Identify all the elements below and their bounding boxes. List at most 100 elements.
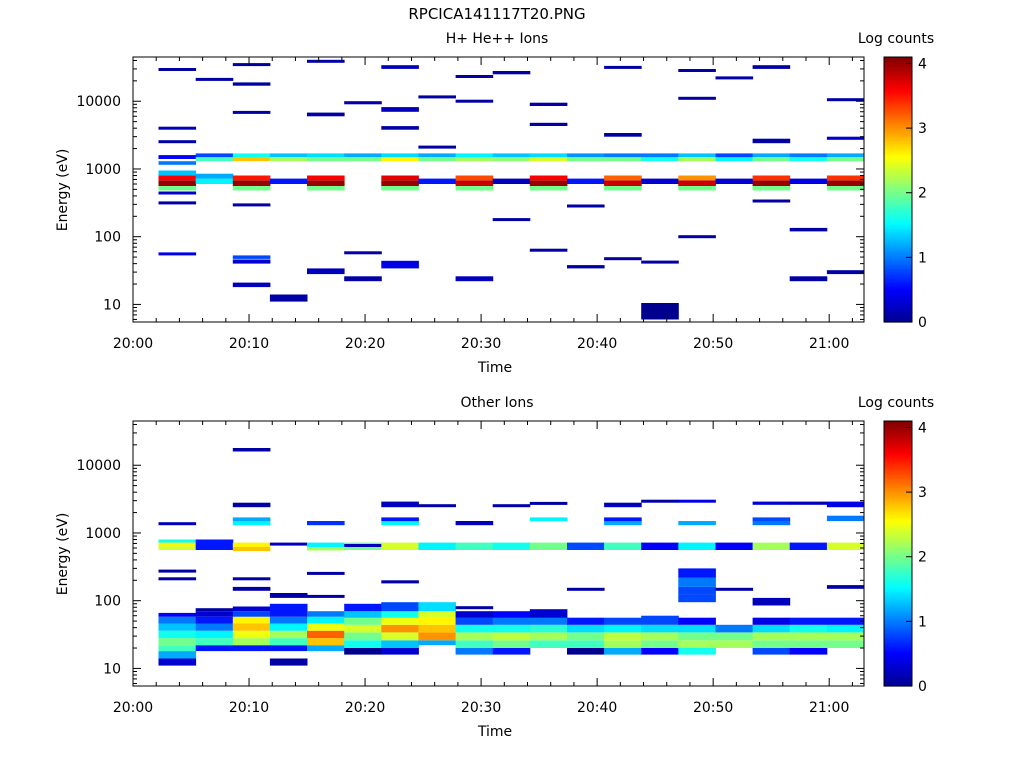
heatmap-cell (344, 544, 382, 547)
heatmap-cell (567, 648, 605, 655)
colorbar-segment (884, 613, 912, 616)
heatmap-cell (158, 651, 197, 659)
colorbar-segment (884, 478, 912, 482)
heatmap-cell (752, 617, 791, 625)
colorbar-segment (884, 165, 912, 169)
heatmap-cell (789, 178, 828, 184)
heatmap-cell (344, 101, 382, 105)
colorbar-segment (884, 193, 912, 197)
heatmap-cell (269, 603, 308, 617)
heatmap-cell (826, 175, 865, 181)
heatmap-cell (752, 632, 791, 641)
heatmap-cell (307, 611, 345, 617)
heatmap-cell (381, 580, 419, 584)
colorbar-segment (884, 127, 912, 131)
colorbar-segment (884, 79, 912, 82)
heatmap-cell (678, 577, 716, 587)
heatmap-cell (158, 155, 197, 159)
colorbar-tick-label: 1 (918, 614, 927, 630)
colorbar-segment (884, 507, 912, 510)
heatmap-cell (455, 611, 494, 618)
colorbar-segment (884, 238, 912, 241)
heatmap-cell (344, 153, 382, 158)
heatmap-cell (307, 594, 345, 598)
heatmap-cell (492, 153, 531, 158)
colorbar-segment (884, 551, 912, 555)
heatmap-cell (307, 645, 345, 652)
heatmap-cell (232, 521, 271, 526)
colorbar-segment (884, 224, 912, 228)
colorbar-segment (884, 306, 912, 310)
heatmap-cell (195, 645, 234, 652)
heatmap-cell (158, 612, 197, 617)
colorbar-segment (884, 240, 912, 244)
heatmap-cell (269, 294, 308, 302)
heatmap-cell (678, 186, 716, 191)
colorbar-segment (884, 518, 912, 521)
colorbar-segment (884, 218, 912, 222)
heatmap-cell (381, 501, 419, 508)
heatmap-cell (752, 517, 791, 522)
colorbar-segment (884, 200, 912, 204)
colorbar-segment (884, 529, 912, 533)
heatmap-cell (232, 110, 271, 114)
colorbar-segment (884, 244, 912, 248)
colorbar-segment (884, 652, 912, 656)
heatmap-cell (678, 180, 716, 186)
colorbar-segment (884, 315, 912, 319)
x-tick-label: 20:40 (577, 700, 617, 716)
heatmap-cell (789, 640, 828, 648)
colorbar-tick-label: 4 (918, 56, 927, 72)
colorbar-segment (884, 92, 912, 96)
colorbar-tick-label: 0 (918, 315, 927, 331)
y-tick-label: 10000 (76, 458, 121, 474)
heatmap-cell (381, 521, 419, 526)
x-tick-label: 20:30 (461, 700, 501, 716)
heatmap-cell (269, 645, 308, 652)
colorbar-segment (884, 182, 912, 186)
heatmap-cell (604, 133, 642, 137)
colorbar-segment (884, 661, 912, 665)
heatmap-cell (529, 501, 568, 505)
heatmap-cell (604, 65, 642, 69)
colorbar-segment (884, 496, 912, 499)
colorbar-tick-label: 1 (918, 250, 927, 266)
colorbar-segment (884, 679, 912, 683)
heatmap-cell (567, 640, 605, 648)
colorbar-segment (884, 262, 912, 266)
colorbar-segment (884, 527, 912, 530)
colorbar-segment (884, 500, 912, 504)
colorbar-segment (884, 487, 912, 491)
colorbar-segment (884, 659, 912, 663)
colorbar-segment (884, 639, 912, 643)
heatmap-cell (529, 632, 568, 641)
heatmap-cell (381, 542, 419, 550)
heatmap-cell (195, 638, 234, 646)
colorbar-segment (884, 216, 912, 219)
colorbar-segment (884, 231, 912, 235)
colorbar-segment (884, 154, 912, 157)
heatmap-cell (678, 157, 716, 162)
colorbar-segment (884, 191, 912, 195)
colorbar-segment (884, 597, 912, 601)
colorbar-segment (884, 280, 912, 283)
figure-title: RPCICA141117T20.PNG (408, 5, 585, 23)
colorbar-segment (884, 436, 912, 440)
heatmap-cell (232, 645, 271, 652)
colorbar-segment (884, 427, 912, 431)
colorbar-segment (884, 434, 912, 438)
heatmap-cell (567, 265, 605, 269)
colorbar-frame (883, 56, 913, 323)
heatmap-cell (567, 632, 605, 641)
heatmap-cell (269, 630, 308, 639)
colorbar-segment (884, 546, 912, 550)
heatmap-cell (232, 157, 271, 162)
heatmap-cell (158, 252, 197, 256)
heatmap-cell (604, 617, 642, 625)
colorbar-segment (884, 610, 912, 614)
colorbar-segment (884, 180, 912, 184)
y-tick-label: 10 (103, 661, 121, 677)
heatmap-cell (158, 126, 197, 130)
heatmap-cell (641, 499, 679, 503)
heatmap-cell (232, 517, 271, 522)
